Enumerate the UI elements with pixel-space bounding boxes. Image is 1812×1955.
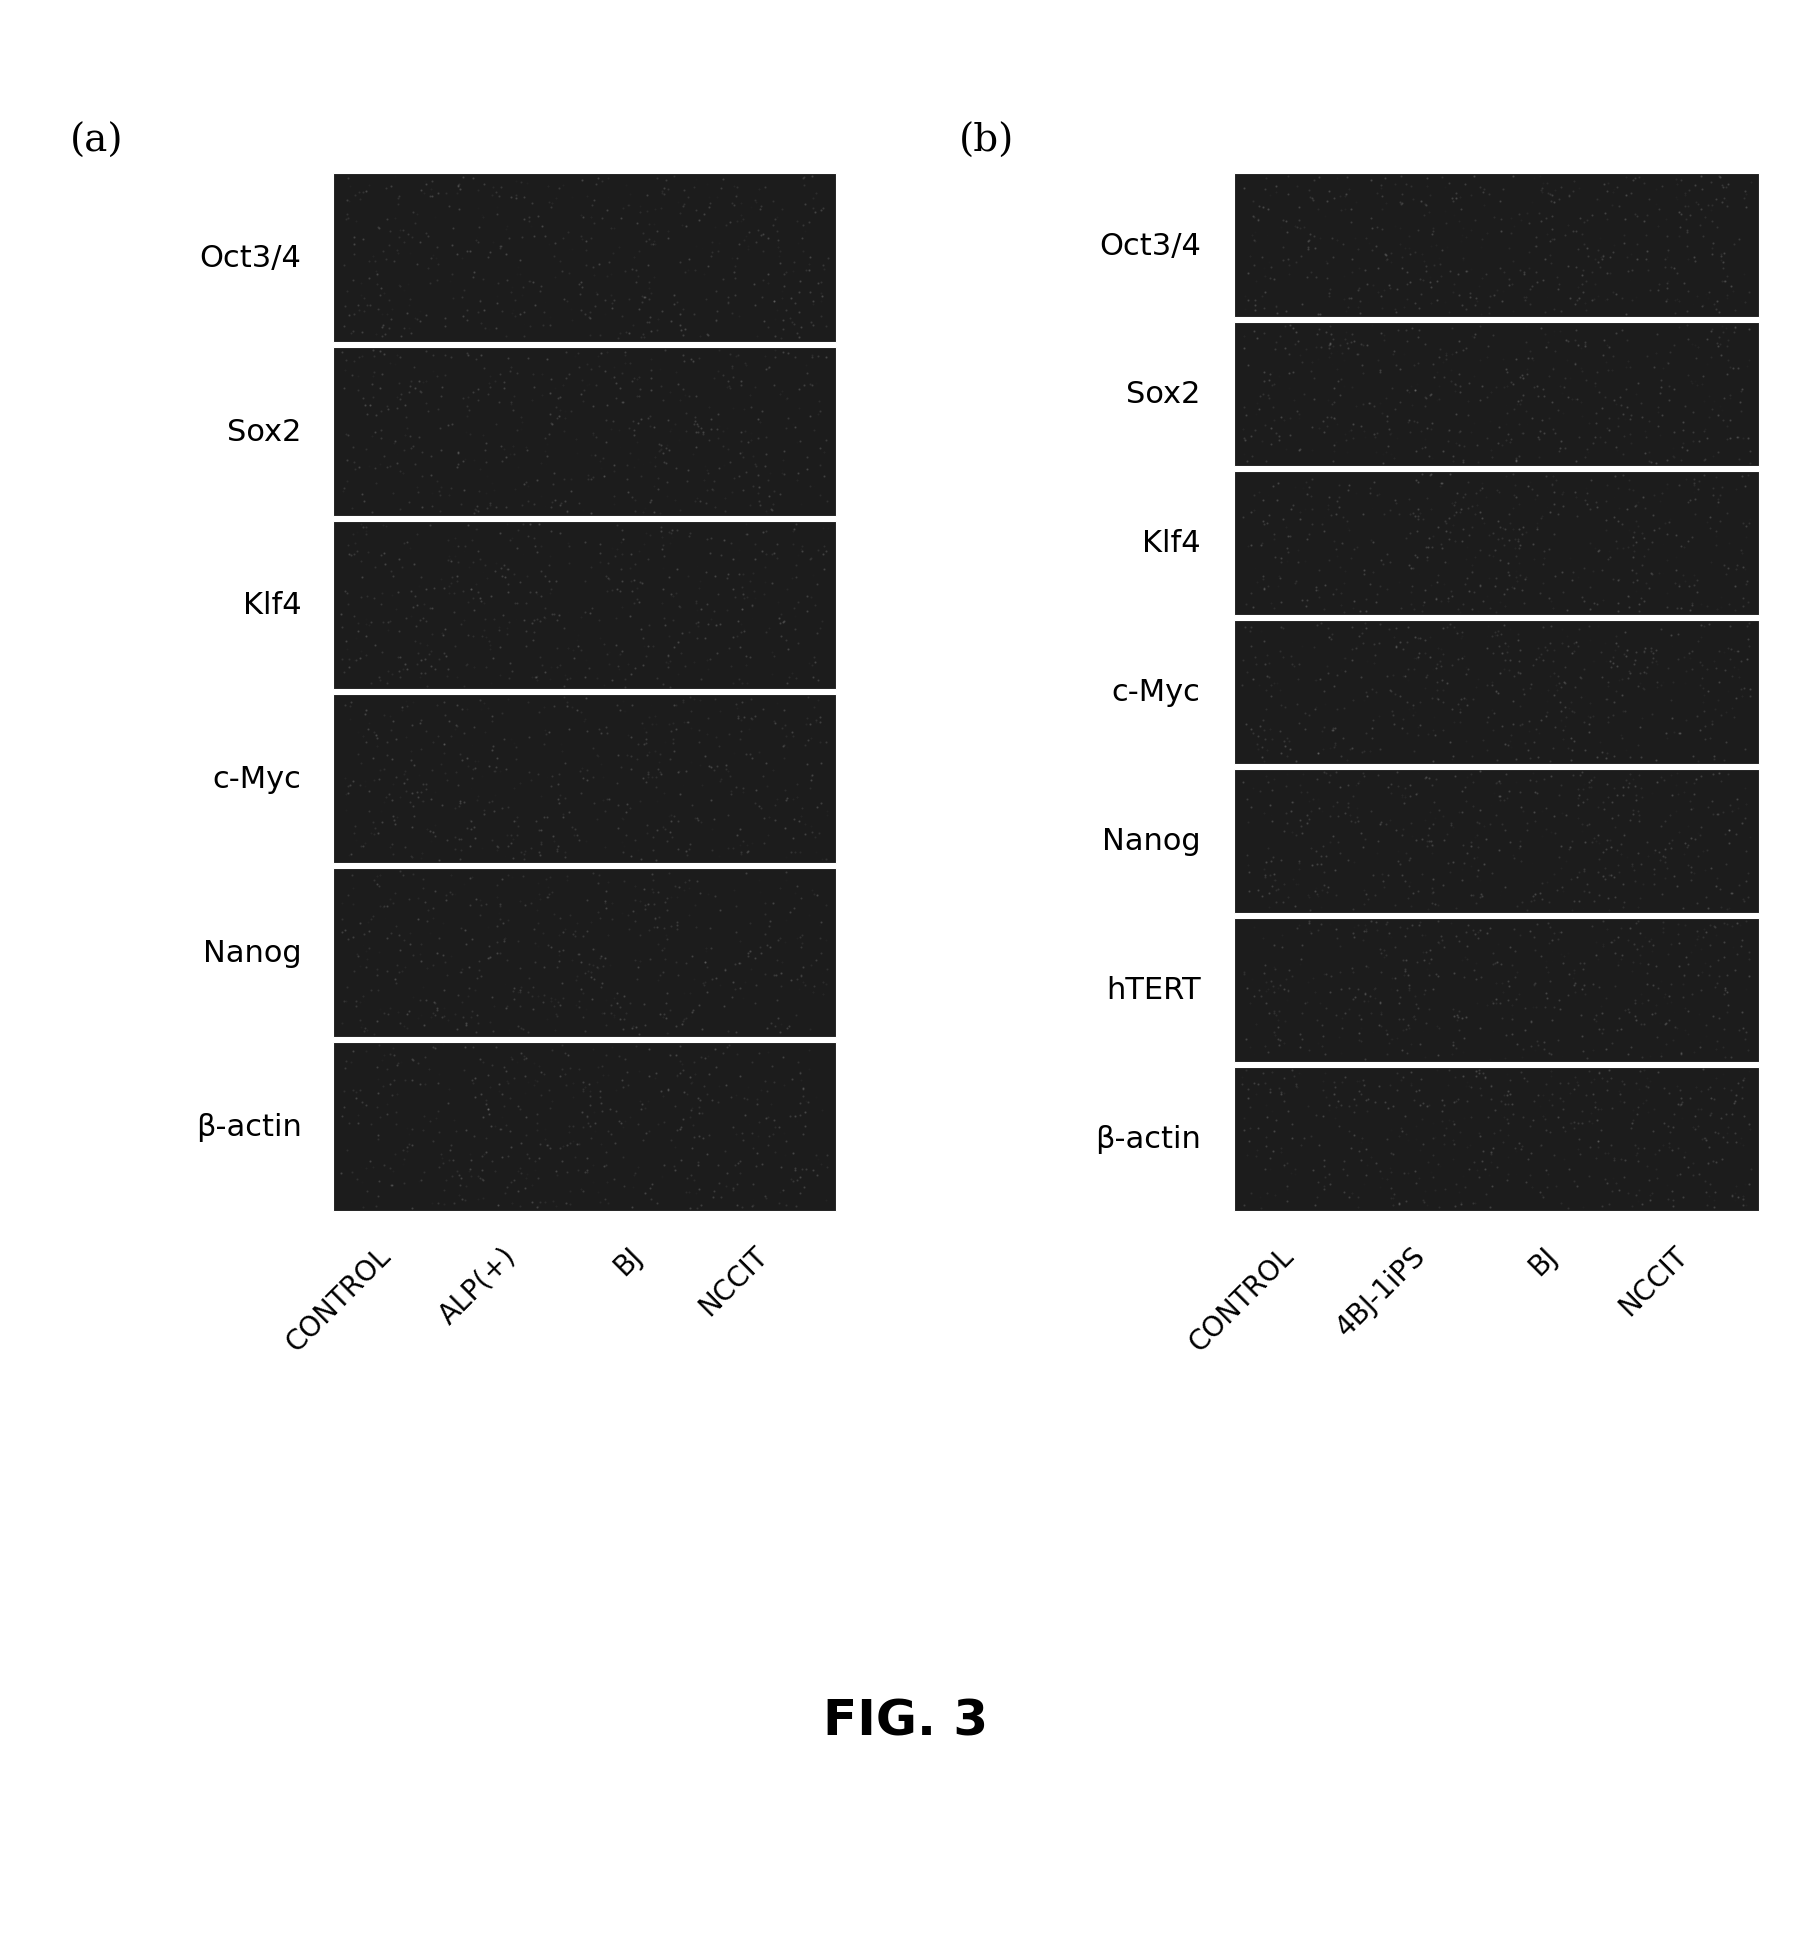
Text: NCCIT: NCCIT [694,1241,774,1322]
Text: Oct3/4: Oct3/4 [199,244,301,274]
Text: Nanog: Nanog [203,938,301,968]
Text: (a): (a) [71,123,123,160]
Text: (b): (b) [959,123,1015,160]
Text: c-Myc: c-Myc [212,764,301,794]
Text: Klf4: Klf4 [243,590,301,620]
Text: c-Myc: c-Myc [1113,678,1201,708]
Text: Sox2: Sox2 [1127,381,1201,409]
Text: Oct3/4: Oct3/4 [1098,231,1201,260]
Text: BJ: BJ [1524,1241,1562,1281]
Text: Nanog: Nanog [1102,827,1201,856]
Text: Klf4: Klf4 [1142,530,1201,557]
Text: ALP(+): ALP(+) [435,1241,522,1329]
Text: β-actin: β-actin [1094,1124,1201,1153]
Text: CONTROL: CONTROL [281,1241,397,1357]
Text: NCCIT: NCCIT [1614,1241,1694,1322]
Text: Sox2: Sox2 [226,418,301,446]
Text: hTERT: hTERT [1105,976,1201,1005]
Text: β-actin: β-actin [196,1112,301,1142]
Text: FIG. 3: FIG. 3 [823,1697,989,1744]
Text: BJ: BJ [609,1241,647,1281]
Text: CONTROL: CONTROL [1185,1241,1299,1357]
Text: 4BJ-1iPS: 4BJ-1iPS [1330,1241,1431,1341]
